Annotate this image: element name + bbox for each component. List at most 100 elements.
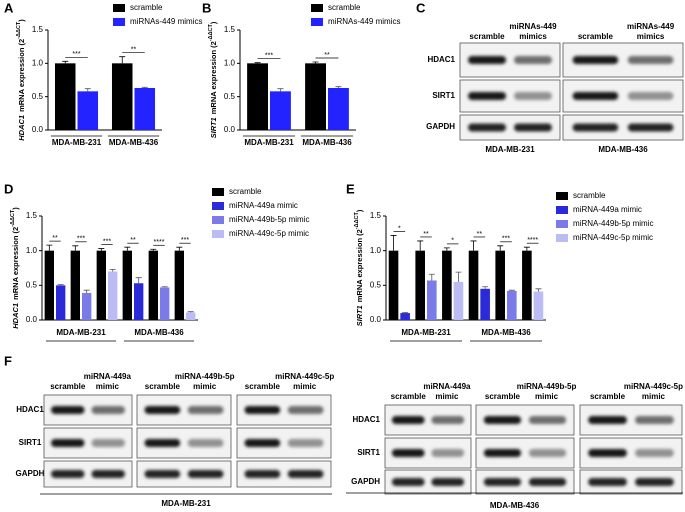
lane-label: mimic (435, 392, 459, 401)
y-label-sup: -ΔΔCT (354, 211, 360, 229)
legend-swatch (212, 230, 224, 238)
y-label-text: mRNA expression (2 (17, 39, 26, 112)
blot-band (572, 92, 619, 100)
error-bar (277, 88, 284, 92)
legend-label: miRNAs-449 mimics (130, 17, 202, 26)
legend-label: miRNA-449b-5p mimic (229, 215, 309, 224)
bar (54, 63, 76, 131)
blot-band (431, 416, 465, 424)
legend-swatch (311, 18, 323, 26)
y-tick-label: 1.0 (26, 246, 38, 255)
panel-letter: B (202, 0, 211, 15)
legend-label: miRNA-449a mimic (573, 205, 642, 214)
legend-label: miRNAs-449 mimics (328, 17, 400, 26)
bar (480, 288, 490, 320)
y-label-end: ) (11, 207, 20, 210)
legend-label: miRNA-449b-5p mimic (573, 219, 653, 228)
y-label-end: ) (17, 19, 26, 22)
y-tick-label: 1.0 (370, 246, 382, 255)
blot-band (391, 449, 425, 457)
lane-label: scramble (485, 392, 521, 401)
lane-label: mimic (642, 392, 666, 401)
y-tick-label: 0.0 (26, 315, 38, 324)
significance: *** (502, 236, 510, 243)
bar (111, 63, 133, 131)
error-bar (109, 268, 116, 272)
blot-band (244, 439, 281, 447)
blot-band (572, 123, 619, 132)
blot-band (431, 449, 465, 457)
lane-label: miRNAs-449 (627, 22, 675, 31)
legend-swatch (556, 206, 568, 214)
panel-letter: A (4, 0, 14, 15)
row-label: GAPDH (426, 122, 455, 131)
blot-band (144, 470, 181, 478)
blot-band (635, 478, 674, 486)
legend-label: scramble (328, 3, 361, 12)
bar (507, 290, 517, 320)
bar (522, 250, 532, 320)
blot-band (91, 439, 125, 447)
row-label: HDAC1 (352, 415, 380, 424)
row-label: SIRT1 (432, 91, 455, 100)
blot-band (627, 56, 674, 64)
error-bar (57, 284, 64, 286)
blot-band (144, 406, 181, 414)
blot-band (514, 92, 552, 100)
bar (77, 91, 99, 130)
error-bar (254, 62, 261, 64)
error-bar (535, 288, 542, 292)
error-bar (84, 88, 91, 92)
blot-band (468, 92, 506, 100)
legend-swatch (113, 4, 125, 12)
blot-band (635, 416, 674, 424)
y-tick-label: 0.0 (32, 125, 44, 134)
lane-label: scramble (50, 382, 86, 391)
legend-label: miRNA-449a mimic (229, 201, 298, 210)
y-tick-label: 0.5 (370, 280, 382, 289)
significance: *** (103, 238, 111, 245)
significance: *** (72, 51, 80, 58)
significance: **** (527, 237, 538, 244)
cell-line-label: MDA-MB-231 (485, 145, 535, 154)
row-label: GAPDH (16, 469, 45, 478)
blot-band (391, 416, 425, 424)
error-bar (98, 248, 105, 251)
error-bar (428, 273, 435, 281)
panel-letter: E (346, 181, 355, 196)
error-bar (455, 271, 462, 282)
error-bar (482, 286, 489, 289)
lane-label: miRNAs-449 (509, 22, 557, 31)
error-bar (335, 86, 342, 88)
legend-swatch (212, 216, 224, 224)
legend-label: scramble (229, 187, 262, 196)
bar (388, 250, 399, 320)
blot-band (572, 56, 619, 64)
y-tick-label: 0.5 (224, 92, 236, 101)
y-tick-label: 1.5 (370, 211, 382, 220)
error-bar (141, 86, 148, 88)
blot-band (514, 123, 552, 132)
error-bar (150, 248, 157, 251)
legend-label: miRNA-449c-5p mimic (573, 233, 653, 242)
blot-band (528, 449, 567, 457)
group-label: MDA-MB-231 (401, 328, 451, 337)
cell-line-label: MDA-MB-436 (490, 501, 540, 510)
blot-band (588, 416, 627, 424)
bar (134, 88, 156, 130)
error-bar (124, 246, 131, 251)
blot-band (91, 470, 125, 478)
legend-label: scramble (573, 191, 606, 200)
bar (186, 312, 196, 320)
y-axis-label: HDAC1 mRNA expression (2-ΔΔCT) (10, 207, 20, 329)
blot-band (528, 416, 567, 424)
blot-band (187, 470, 224, 478)
legend-swatch (556, 192, 568, 200)
y-label-sup: -ΔΔCT (10, 209, 16, 227)
bar (247, 63, 268, 131)
significance: ** (130, 237, 136, 244)
lane-label: miRNA-449c-5p (275, 372, 334, 381)
legend-label: miRNA-449c-5p mimic (229, 229, 309, 238)
y-label-sup: -ΔΔCT (208, 23, 214, 41)
significance: ** (423, 231, 429, 238)
